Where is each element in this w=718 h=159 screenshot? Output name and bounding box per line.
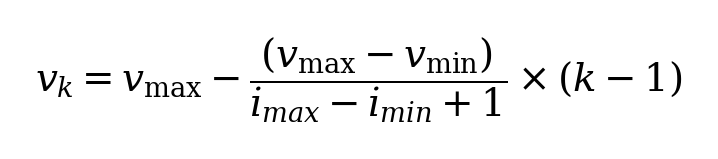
Text: $v_k = v_{\mathrm{max}} - \dfrac{\left(v_{\mathrm{max}} - v_{\mathrm{min}}\right: $v_k = v_{\mathrm{max}} - \dfrac{\left(v… — [35, 35, 683, 124]
